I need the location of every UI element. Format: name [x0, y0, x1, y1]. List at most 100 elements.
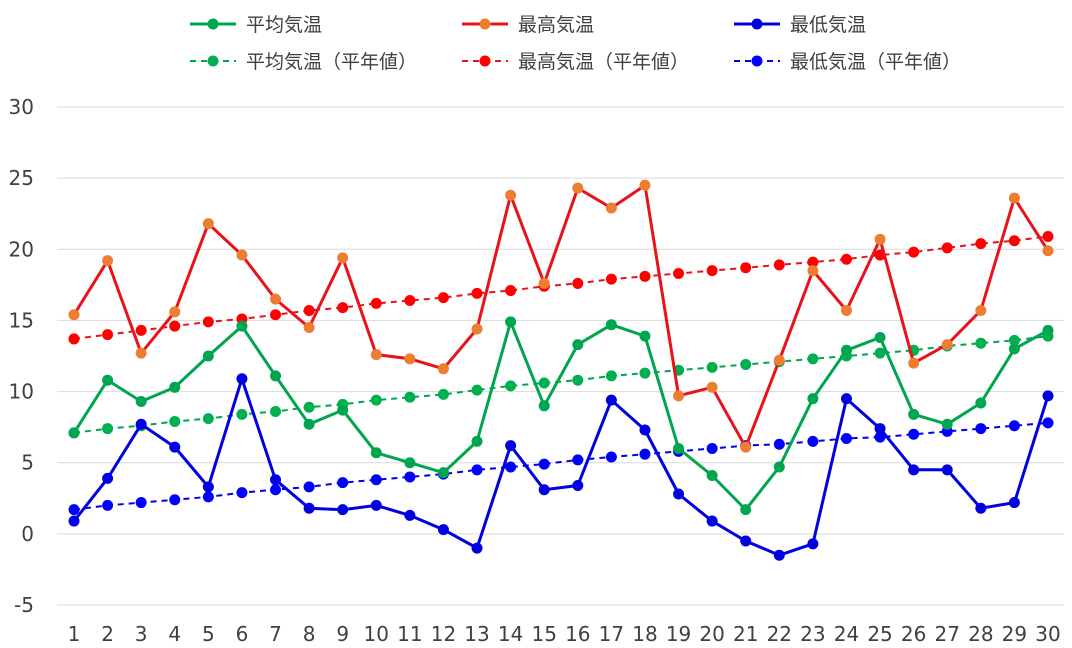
data-point	[840, 253, 852, 265]
x-tick-label: 27	[935, 622, 960, 646]
series-line	[72, 377, 1050, 557]
y-tick-label: 30	[9, 95, 34, 119]
data-point	[1042, 245, 1054, 257]
legend-marker	[751, 18, 763, 30]
data-point	[437, 388, 449, 400]
data-point	[840, 304, 852, 316]
data-point	[706, 442, 718, 454]
data-point	[236, 320, 248, 332]
x-tick-label: 10	[364, 622, 389, 646]
data-point	[908, 246, 920, 258]
data-point	[135, 418, 147, 430]
data-point	[270, 370, 282, 382]
data-point	[471, 435, 483, 447]
data-point	[538, 484, 550, 496]
data-point	[404, 471, 416, 483]
series-2	[68, 179, 1054, 453]
legend-marker	[479, 18, 491, 30]
data-point	[169, 494, 181, 506]
data-point	[370, 349, 382, 361]
data-point	[102, 499, 114, 511]
data-point	[1042, 417, 1054, 429]
legend-label: 最低気温	[790, 14, 866, 36]
x-tick-label: 19	[666, 622, 691, 646]
data-point	[1008, 497, 1020, 509]
legend-label: 最高気温	[518, 14, 594, 36]
x-tick-label: 21	[733, 622, 758, 646]
data-point	[572, 277, 584, 289]
data-point	[706, 265, 718, 277]
x-tick-label: 2	[101, 622, 114, 646]
data-point	[975, 397, 987, 409]
x-tick-label: 4	[168, 622, 181, 646]
legend-marker	[207, 18, 219, 30]
series-5	[68, 230, 1054, 345]
data-point	[370, 499, 382, 511]
x-tick-label: 28	[968, 622, 993, 646]
data-point	[202, 491, 214, 503]
data-point	[572, 374, 584, 386]
data-point	[236, 249, 248, 261]
data-point	[102, 423, 114, 435]
data-point	[975, 238, 987, 250]
data-point	[941, 418, 953, 430]
data-point	[68, 515, 80, 527]
data-point	[975, 337, 987, 349]
data-point	[572, 339, 584, 351]
data-point	[1008, 420, 1020, 432]
data-point	[202, 218, 214, 230]
data-point	[202, 481, 214, 493]
data-point	[303, 401, 315, 413]
legend-label: 平均気温	[246, 14, 322, 36]
legend-label: 平均気温（平年値）	[246, 51, 417, 73]
data-point	[1008, 343, 1020, 355]
data-point	[236, 373, 248, 385]
data-point	[605, 273, 617, 285]
data-point	[169, 320, 181, 332]
data-point	[404, 353, 416, 365]
data-point	[1008, 192, 1020, 204]
data-point	[505, 440, 517, 452]
data-point	[740, 262, 752, 274]
x-tick-label: 7	[269, 622, 282, 646]
series-1	[68, 316, 1054, 516]
x-tick-label: 24	[834, 622, 859, 646]
data-point	[908, 357, 920, 369]
x-tick-label: 29	[1002, 622, 1027, 646]
data-point	[270, 309, 282, 321]
x-tick-label: 6	[236, 622, 249, 646]
data-point	[270, 293, 282, 305]
data-point	[505, 189, 517, 201]
y-tick-label: 15	[9, 308, 34, 332]
data-point	[941, 464, 953, 476]
data-point	[673, 267, 685, 279]
data-point	[773, 461, 785, 473]
x-tick-label: 20	[699, 622, 724, 646]
x-tick-label: 5	[202, 622, 215, 646]
data-point	[471, 384, 483, 396]
data-point	[337, 504, 349, 516]
data-point	[505, 316, 517, 328]
x-tick-label: 9	[336, 622, 349, 646]
data-point	[908, 464, 920, 476]
x-tick-label: 16	[565, 622, 590, 646]
y-tick-label: 5	[21, 451, 34, 475]
x-tick-label: 25	[867, 622, 892, 646]
data-point	[202, 413, 214, 425]
data-point	[740, 441, 752, 453]
data-point	[370, 297, 382, 309]
data-point	[807, 265, 819, 277]
data-point	[840, 344, 852, 356]
data-point	[102, 329, 114, 341]
data-point	[1042, 230, 1054, 242]
data-point	[404, 391, 416, 403]
data-point	[572, 479, 584, 491]
data-point	[169, 441, 181, 453]
data-point	[639, 448, 651, 460]
y-tick-label: 25	[9, 166, 34, 190]
series-3	[68, 373, 1054, 561]
y-tick-label: -5	[14, 593, 34, 617]
data-point	[303, 304, 315, 316]
x-tick-label: 22	[767, 622, 792, 646]
